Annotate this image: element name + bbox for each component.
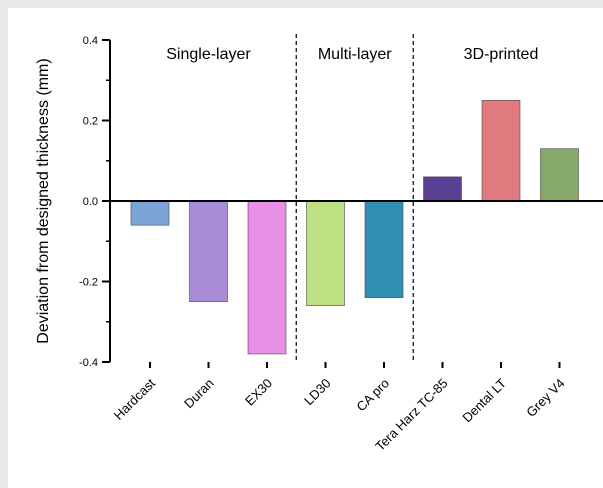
y-tick-label: 0.4 bbox=[83, 35, 98, 47]
y-axis-label: Deviation from designed thickness (mm) bbox=[35, 58, 52, 343]
y-tick-label: 0.0 bbox=[83, 196, 98, 208]
bar-ld30 bbox=[306, 200, 345, 306]
x-tick-label: Dental LT bbox=[459, 375, 509, 425]
bar-ex30 bbox=[247, 200, 287, 355]
bars bbox=[130, 100, 579, 355]
bar-hardcast bbox=[130, 200, 170, 226]
x-tick-label: LD30 bbox=[301, 376, 334, 409]
bar-dental-lt bbox=[481, 100, 521, 202]
group-dividers bbox=[295, 34, 414, 362]
y-tick-label: -0.2 bbox=[79, 277, 98, 289]
bar-tera-harz-tc-85 bbox=[423, 176, 462, 202]
group-labels: Single-layer Multi-layer 3D-printed bbox=[166, 46, 538, 63]
group-label-single-layer: Single-layer bbox=[166, 46, 251, 63]
y-tick-label: 0.2 bbox=[83, 116, 98, 128]
x-tick-label: Grey V4 bbox=[523, 376, 567, 420]
chart-panel: 0.4 0.2 0.0 -0.2 -0.4 Single-layer Multi-laye… bbox=[8, 8, 603, 488]
bar-duran bbox=[189, 200, 228, 302]
group-label-3d-printed: 3D-printed bbox=[464, 46, 539, 63]
y-axis: 0.4 0.2 0.0 -0.2 -0.4 bbox=[79, 35, 111, 369]
group-label-multi-layer: Multi-layer bbox=[318, 46, 392, 63]
x-tick-label: Duran bbox=[181, 376, 217, 412]
x-tick-label: EX30 bbox=[242, 376, 275, 409]
bar-grey-v4 bbox=[540, 148, 579, 202]
y-tick-label: -0.4 bbox=[79, 357, 98, 369]
x-tick-label: Hardcast bbox=[111, 375, 159, 423]
x-tick-label: CA pro bbox=[353, 376, 392, 415]
bar-ca-pro bbox=[364, 200, 404, 298]
